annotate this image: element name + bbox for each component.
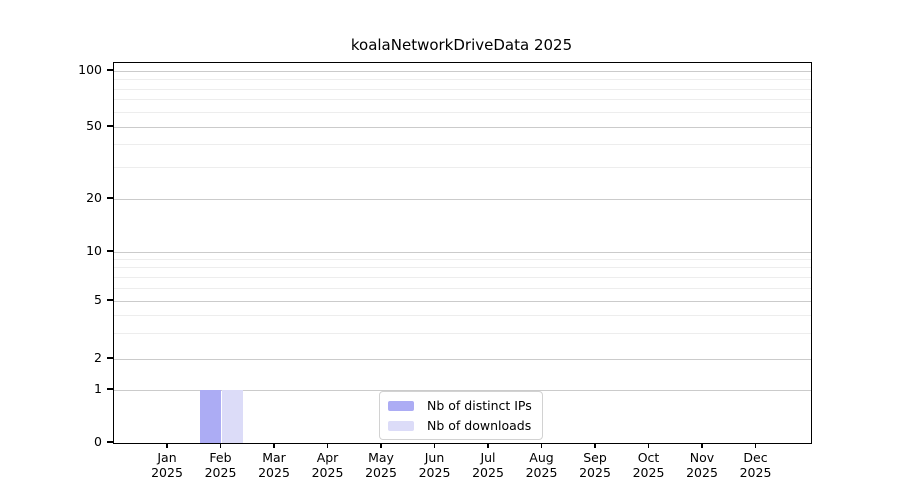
y-tick-label-50: 50 (86, 118, 102, 133)
y-tick-label-2: 2 (94, 350, 102, 365)
x-tick-mark-apr (326, 443, 329, 448)
x-tick-mark-may (380, 443, 382, 448)
legend-label-distinct-ips: Nb of distinct IPs (427, 398, 532, 413)
chart-title: koalaNetworkDriveData 2025 (350, 36, 573, 54)
gridline-major-1 (114, 389, 811, 391)
x-tick-mark-dec (754, 443, 757, 448)
gridline-major-5 (114, 300, 811, 302)
gridline-major-10 (114, 251, 811, 253)
legend-label-downloads: Nb of downloads (427, 418, 532, 433)
y-tick-mark-50 (107, 125, 113, 127)
x-tick-label-jan: Jan 2025 (151, 450, 183, 480)
y-tick-mark-100 (107, 69, 113, 71)
x-tick-mark-jan (166, 443, 168, 448)
x-tick-mark-oct (647, 443, 650, 448)
y-tick-mark-5 (107, 299, 113, 301)
x-tick-mark-jun (433, 443, 436, 448)
x-tick-label-aug: Aug 2025 (525, 450, 558, 480)
legend-entry-distinct-ips: Nb of distinct IPs (388, 398, 532, 413)
x-tick-label-dec: Dec 2025 (739, 450, 772, 480)
x-tick-label-feb: Feb 2025 (204, 450, 237, 480)
legend: Nb of distinct IPs Nb of downloads (379, 391, 543, 440)
x-tick-mark-nov (701, 443, 703, 448)
x-tick-mark-mar (273, 443, 275, 448)
y-tick-mark-0 (107, 441, 113, 443)
x-tick-mark-jul (487, 443, 489, 448)
gridline-minor-4 (114, 314, 811, 316)
x-tick-label-sep: Sep 2025 (579, 450, 611, 480)
y-tick-label-10: 10 (86, 243, 102, 258)
gridline-minor-8 (114, 267, 811, 269)
gridline-minor-30 (114, 166, 811, 168)
x-tick-label-nov: Nov 2025 (686, 450, 718, 480)
gridline-minor-7 (114, 276, 811, 278)
y-tick-mark-2 (107, 357, 113, 359)
gridline-minor-70 (114, 99, 811, 101)
gridline-major-100 (114, 70, 811, 72)
gridline-minor-3 (114, 332, 811, 334)
y-tick-label-20: 20 (86, 190, 102, 205)
y-tick-label-0: 0 (94, 434, 102, 449)
x-tick-label-jul: Jul 2025 (472, 450, 504, 480)
gridline-major-50 (114, 126, 811, 128)
legend-swatch-distinct-ips (388, 400, 414, 411)
plot-area: Nb of distinct IPs Nb of downloads (113, 62, 812, 444)
gridline-minor-9 (114, 258, 811, 260)
y-tick-label-1: 1 (94, 381, 102, 396)
legend-entry-downloads: Nb of downloads (388, 418, 532, 433)
gridline-minor-60 (114, 111, 811, 113)
bar-feb-series1 (221, 390, 243, 443)
x-tick-mark-aug (540, 443, 543, 448)
legend-swatch-downloads (388, 420, 414, 431)
x-tick-mark-sep (594, 443, 596, 448)
x-tick-label-oct: Oct 2025 (632, 450, 665, 480)
x-tick-label-jun: Jun 2025 (418, 450, 451, 480)
gridline-major-2 (114, 358, 811, 360)
bar-feb-series0 (200, 390, 222, 443)
x-tick-label-apr: Apr 2025 (311, 450, 344, 480)
x-tick-label-mar: Mar 2025 (258, 450, 290, 480)
y-tick-mark-20 (107, 197, 113, 199)
gridline-minor-90 (114, 79, 811, 80)
y-tick-mark-1 (107, 388, 113, 390)
x-tick-label-may: May 2025 (365, 450, 397, 480)
y-tick-mark-10 (107, 250, 113, 252)
gridline-minor-40 (114, 144, 811, 146)
gridline-minor-6 (114, 287, 811, 289)
y-tick-label-5: 5 (94, 292, 102, 307)
x-tick-mark-feb (219, 443, 222, 448)
gridline-minor-80 (114, 88, 811, 90)
gridline-major-20 (114, 198, 811, 200)
y-tick-label-100: 100 (78, 62, 102, 77)
